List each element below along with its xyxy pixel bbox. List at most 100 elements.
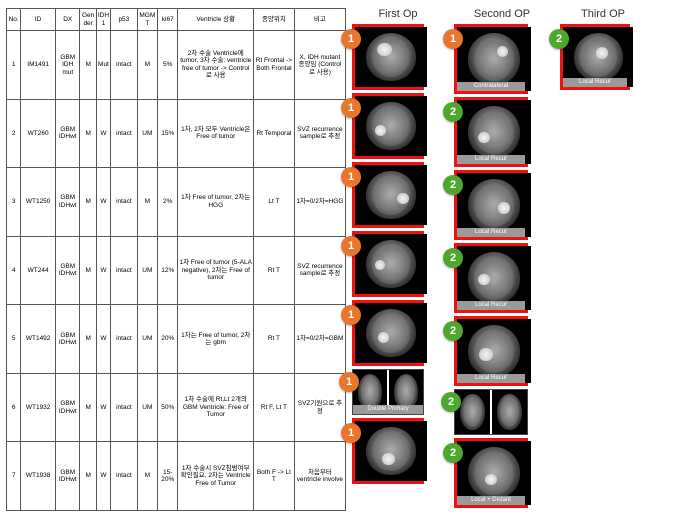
table-row: 5WT1492GBM IDHwtMWintactUM20%1차는 Free of…	[7, 305, 346, 374]
cell: X, IDH mutant 종양임 (Control로 사용)	[294, 31, 345, 100]
cell: 1차 Free of tumor (5-ALA negative), 2차는 F…	[178, 236, 254, 305]
cell: Lt T	[254, 168, 295, 237]
cell: 6	[7, 373, 21, 442]
header-cell: ki67	[158, 9, 178, 31]
table-row: 4WT244GBM IDHwtMWintactUM12%1차 Free of t…	[7, 236, 346, 305]
op-badge: 2	[443, 443, 463, 463]
cell: intact	[111, 236, 138, 305]
cell: M	[137, 31, 157, 100]
op-badge: 1	[341, 29, 361, 49]
op-badge: 1	[339, 372, 359, 392]
op-badge: 1	[341, 423, 361, 443]
cell: Both F -> Lt T	[254, 442, 295, 511]
first-op-column: First Op 11111Double Primary11	[352, 8, 444, 511]
scan-second-0: Contralateral1	[454, 24, 528, 94]
cell: intact	[111, 305, 138, 374]
cell: SVZ기원으로 추정	[294, 373, 345, 442]
cell: 2%	[158, 168, 178, 237]
cell: M	[80, 373, 96, 442]
cell: GBM IDHwt	[55, 236, 80, 305]
scan-second-5: 2	[454, 389, 528, 435]
cell: GBM IDHwt	[55, 168, 80, 237]
table-row: 3WT1250GBM IDHwtMWintactM2%1차 Free of tu…	[7, 168, 346, 237]
third-op-column: Third OP Local Recur2	[560, 8, 646, 511]
table-row: 1IM1491GBM IDH mutMMutintactM5%2차 수술 Ven…	[7, 31, 346, 100]
cell: 5	[7, 305, 21, 374]
header-cell: 비고	[294, 9, 345, 31]
op-badge: 1	[443, 29, 463, 49]
scan-second-2: Local Recur2	[454, 170, 528, 240]
scan-caption: Local Recur	[457, 155, 525, 164]
cell: Mut	[96, 31, 110, 100]
cell: intact	[111, 99, 138, 168]
cell: UM	[137, 305, 157, 374]
cell: Rt F, Lt T	[254, 373, 295, 442]
header-cell: ID	[21, 9, 56, 31]
cell: 50%	[158, 373, 178, 442]
cell: intact	[111, 373, 138, 442]
cell: 처음부터 ventricle involve	[294, 442, 345, 511]
cell: 1차 Free of tumor, 2차는 HGG	[178, 168, 254, 237]
cell: W	[96, 442, 110, 511]
op-badge: 2	[443, 175, 463, 195]
cell: GBM IDHwt	[55, 99, 80, 168]
cell: 1차는 Free of tumor, 2차는 gbm	[178, 305, 254, 374]
cell: WT1250	[21, 168, 56, 237]
cell: 1차, 2차 모두 Ventricle은 Free of tumor	[178, 99, 254, 168]
header-cell: MGMT	[137, 9, 157, 31]
table-row: 2WT260GBM IDHwtMWintactUM15%1차, 2차 모두 Ve…	[7, 99, 346, 168]
cell: 5%	[158, 31, 178, 100]
cell: WT244	[21, 236, 56, 305]
first-op-title: First Op	[352, 8, 444, 20]
scan-first-0: 1	[352, 24, 424, 90]
cell: W	[96, 373, 110, 442]
header-cell: p53	[111, 9, 138, 31]
table-row: 7WT1938GBM IDHwtMWintactM15-20%1차 수술시 SV…	[7, 442, 346, 511]
cell: W	[96, 168, 110, 237]
scan-first-4: 1	[352, 300, 424, 366]
third-op-title: Third OP	[560, 8, 646, 20]
cell: Rt T	[254, 236, 295, 305]
header-cell: 종양위치	[254, 9, 295, 31]
cell: 1	[7, 31, 21, 100]
cell: M	[137, 168, 157, 237]
cell: intact	[111, 31, 138, 100]
cell: UM	[137, 373, 157, 442]
scan-first-3: 1	[352, 231, 424, 297]
cell: WT1492	[21, 305, 56, 374]
header-cell: Ventricle 상황	[178, 9, 254, 31]
cell: intact	[111, 168, 138, 237]
scan-caption: Contralateral	[457, 82, 525, 91]
header-cell: No.	[7, 9, 21, 31]
cell: Rt T	[254, 305, 295, 374]
scan-second-3: Local Recur2	[454, 243, 528, 313]
op-badge: 1	[341, 305, 361, 325]
table-row: 6WT1932GBM IDHwtMWintactUM50%1차 수술에 Rt,L…	[7, 373, 346, 442]
cell: W	[96, 236, 110, 305]
cell: SVZ recurrence sample로 추정	[294, 99, 345, 168]
cell: intact	[111, 442, 138, 511]
cell: WT1938	[21, 442, 56, 511]
scan-first-2: 1	[352, 162, 424, 228]
cell: 15%	[158, 99, 178, 168]
cell: 2차 수술 Ventricle에 tumor, 3차 수술: ventricle…	[178, 31, 254, 100]
scan-caption: Local Recur	[457, 228, 525, 237]
cell: 7	[7, 442, 21, 511]
cell: M	[80, 442, 96, 511]
op-badge: 2	[549, 29, 569, 49]
cell: M	[80, 236, 96, 305]
cell: 1차=0/2차=HGG	[294, 168, 345, 237]
op-badge: 1	[341, 236, 361, 256]
cell: 1차=0/2차=GBM	[294, 305, 345, 374]
cell: UM	[137, 99, 157, 168]
patient-table: No.IDDXGenderIDH1p53MGMTki67Ventricle 상황…	[6, 8, 346, 511]
scan-third-0: Local Recur2	[560, 24, 630, 90]
header-cell: IDH1	[96, 9, 110, 31]
cell: SVZ recurrence sample로 추정	[294, 236, 345, 305]
cell: UM	[137, 236, 157, 305]
cell: 1차 수술시 SVZ침범여부 확인필요, 2차는 Ventricle Free …	[178, 442, 254, 511]
op-badge: 2	[441, 392, 461, 412]
cell: 15-20%	[158, 442, 178, 511]
cell: M	[80, 168, 96, 237]
cell: 1차 수술에 Rt,Lt 2개의 GBM Ventricle: Free of …	[178, 373, 254, 442]
